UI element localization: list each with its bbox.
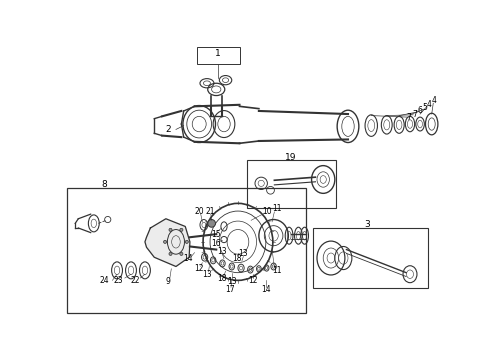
Circle shape	[185, 240, 188, 243]
Text: 14: 14	[261, 285, 270, 294]
Text: 18: 18	[232, 254, 242, 263]
Circle shape	[180, 252, 183, 255]
Text: 19: 19	[285, 153, 296, 162]
Text: 16: 16	[212, 239, 221, 248]
Bar	[247, 160, 336, 208]
Text: 23: 23	[114, 276, 123, 285]
Text: 9: 9	[166, 278, 171, 287]
Text: 3: 3	[365, 220, 370, 229]
Text: 11: 11	[272, 266, 281, 275]
Text: 20: 20	[195, 207, 204, 216]
Text: 7: 7	[407, 113, 412, 122]
Text: 13: 13	[227, 278, 237, 287]
Text: 11: 11	[272, 204, 281, 213]
Text: 18: 18	[218, 274, 227, 283]
Text: 13: 13	[202, 270, 212, 279]
Text: 22: 22	[131, 276, 141, 285]
Text: 1: 1	[215, 49, 221, 58]
Text: 12: 12	[249, 276, 258, 285]
Bar	[68, 188, 306, 313]
Circle shape	[208, 220, 216, 227]
Text: 4: 4	[432, 96, 437, 105]
Circle shape	[169, 252, 172, 255]
Text: 7: 7	[412, 109, 417, 118]
Circle shape	[169, 228, 172, 231]
Text: 15: 15	[212, 230, 221, 239]
Text: 12: 12	[195, 264, 204, 273]
Text: 14: 14	[184, 254, 193, 263]
Text: 21: 21	[205, 207, 215, 216]
Text: 10: 10	[262, 207, 271, 216]
Text: 17: 17	[225, 285, 235, 294]
Bar	[197, 47, 240, 64]
Text: 8: 8	[101, 180, 107, 189]
Polygon shape	[145, 219, 190, 266]
Circle shape	[164, 240, 167, 243]
Text: 6: 6	[417, 107, 422, 116]
Text: 13: 13	[217, 247, 226, 256]
Text: 13: 13	[239, 249, 248, 258]
Circle shape	[180, 228, 183, 231]
Bar	[313, 228, 428, 288]
Text: 5: 5	[422, 103, 427, 112]
Text: 4: 4	[426, 100, 431, 109]
Text: 2: 2	[166, 125, 171, 134]
Text: 24: 24	[100, 276, 109, 285]
